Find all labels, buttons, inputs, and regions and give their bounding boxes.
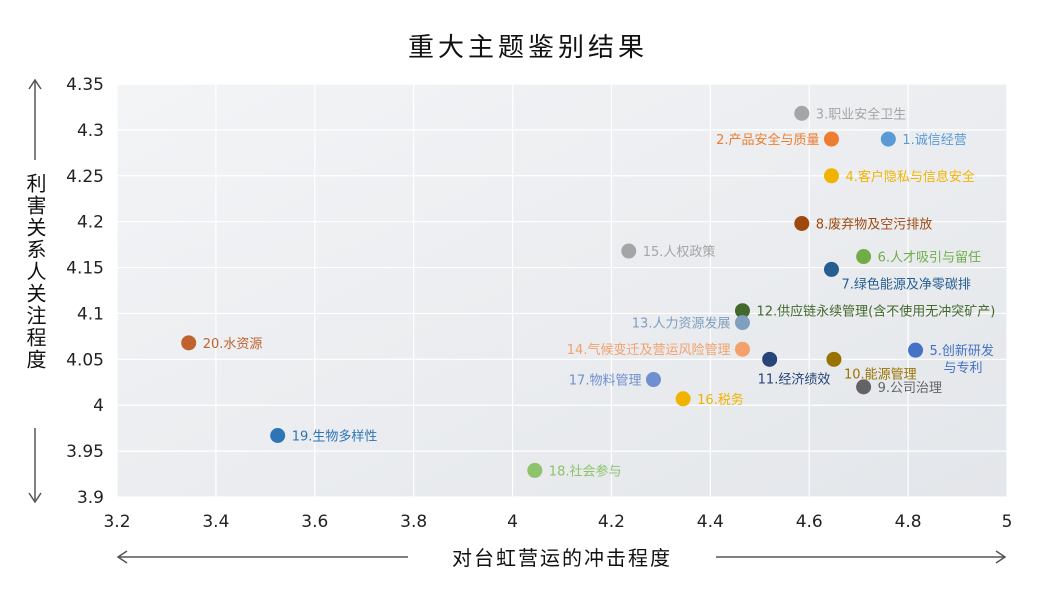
data-label: 11.经济绩效 bbox=[758, 372, 831, 387]
data-label: 8.废弃物及空污排放 bbox=[816, 217, 932, 233]
chart-title: 重大主题鉴别结果 bbox=[408, 33, 648, 63]
data-point bbox=[675, 391, 691, 407]
data-label: 5.创新研发 bbox=[930, 343, 994, 359]
data-point bbox=[734, 341, 750, 357]
y-axis-arrow-up-head bbox=[28, 78, 42, 90]
data-label: 14.气候变迁及营运风险管理 bbox=[567, 342, 731, 358]
x-tick-label: 4.8 bbox=[895, 512, 922, 532]
data-label: 19.生物多样性 bbox=[292, 429, 378, 445]
data-point bbox=[734, 303, 750, 319]
x-tick-label: 4 bbox=[507, 512, 518, 532]
y-axis-ticks: 3.9 3.95 4 4.05 4.1 4.15 4.2 4.25 4.3 4.35 bbox=[66, 75, 104, 508]
data-point bbox=[856, 379, 872, 395]
x-tick-label: 3.6 bbox=[301, 512, 328, 532]
x-tick-label: 4.6 bbox=[796, 512, 823, 532]
x-axis-arrow-left-head bbox=[116, 550, 128, 564]
data-label: 12.供应链永续管理(含不使用无冲突矿产) bbox=[756, 304, 995, 320]
y-tick-label: 4.35 bbox=[66, 75, 104, 95]
data-point bbox=[856, 249, 872, 265]
y-axis-arrow-down-head bbox=[28, 492, 42, 504]
data-label: 2.产品安全与质量 bbox=[716, 132, 819, 148]
data-point bbox=[794, 105, 810, 121]
data-point bbox=[826, 351, 842, 367]
data-label: 18.社会参与 bbox=[549, 463, 622, 479]
data-point bbox=[527, 462, 543, 478]
y-tick-label: 3.9 bbox=[77, 488, 104, 508]
grid-lines bbox=[116, 83, 1008, 498]
data-point bbox=[734, 315, 750, 331]
data-point bbox=[762, 351, 778, 367]
data-point bbox=[270, 428, 286, 444]
y-tick-label: 4.05 bbox=[66, 350, 104, 370]
data-point bbox=[880, 131, 896, 147]
data-label: 20.水资源 bbox=[203, 337, 263, 352]
data-point bbox=[645, 372, 661, 388]
x-axis-arrow-right-head bbox=[995, 550, 1007, 564]
y-tick-label: 3.95 bbox=[66, 442, 104, 462]
data-label: 9.公司治理 bbox=[878, 381, 942, 396]
data-point bbox=[823, 261, 839, 277]
data-points: 1.诚信经营 2.产品安全与质量 3.职业安全卫生 4.客户隐私与信息安全 5.创新研发… bbox=[181, 105, 995, 479]
data-point bbox=[621, 243, 637, 259]
data-label: 3.职业安全卫生 bbox=[816, 106, 906, 122]
data-label: 17.物料管理 bbox=[569, 374, 642, 389]
y-tick-label: 4.1 bbox=[77, 304, 104, 324]
x-tick-label: 5 bbox=[1002, 512, 1013, 532]
data-label: 13.人力资源发展 bbox=[632, 316, 731, 332]
y-tick-label: 4.2 bbox=[77, 213, 104, 233]
x-tick-label: 4.2 bbox=[598, 512, 625, 532]
plot-area bbox=[117, 84, 1007, 497]
data-point bbox=[823, 168, 839, 184]
data-label: 1.诚信经营 bbox=[902, 133, 966, 148]
data-label: 4.客户隐私与信息安全 bbox=[845, 169, 974, 185]
x-tick-label: 3.2 bbox=[103, 512, 130, 532]
data-label-line2: 与专利 bbox=[944, 361, 983, 376]
data-point bbox=[908, 342, 924, 358]
y-tick-label: 4 bbox=[93, 396, 104, 416]
x-tick-label: 3.4 bbox=[202, 512, 229, 532]
x-tick-label: 3.8 bbox=[400, 512, 427, 532]
data-label: 7.绿色能源及净零碳排 bbox=[841, 276, 970, 292]
data-label: 6.人才吸引与留任 bbox=[878, 251, 981, 266]
data-point bbox=[794, 216, 810, 232]
y-axis-label: 利害关系人关注程度 bbox=[23, 173, 47, 371]
y-tick-label: 4.3 bbox=[77, 121, 104, 141]
y-tick-label: 4.15 bbox=[66, 259, 104, 279]
data-point bbox=[823, 131, 839, 147]
y-tick-label: 4.25 bbox=[66, 167, 104, 187]
data-label: 15.人权政策 bbox=[643, 244, 716, 260]
data-label: 16.税务 bbox=[697, 392, 744, 408]
x-tick-label: 4.4 bbox=[697, 512, 724, 532]
x-axis-label: 对台虹营运的冲击程度 bbox=[452, 546, 672, 570]
data-label: 10.能源管理 bbox=[844, 367, 917, 382]
x-axis-ticks: 3.2 3.4 3.6 3.8 4 4.2 4.4 4.6 4.8 5 bbox=[103, 512, 1012, 532]
data-point bbox=[181, 335, 197, 351]
